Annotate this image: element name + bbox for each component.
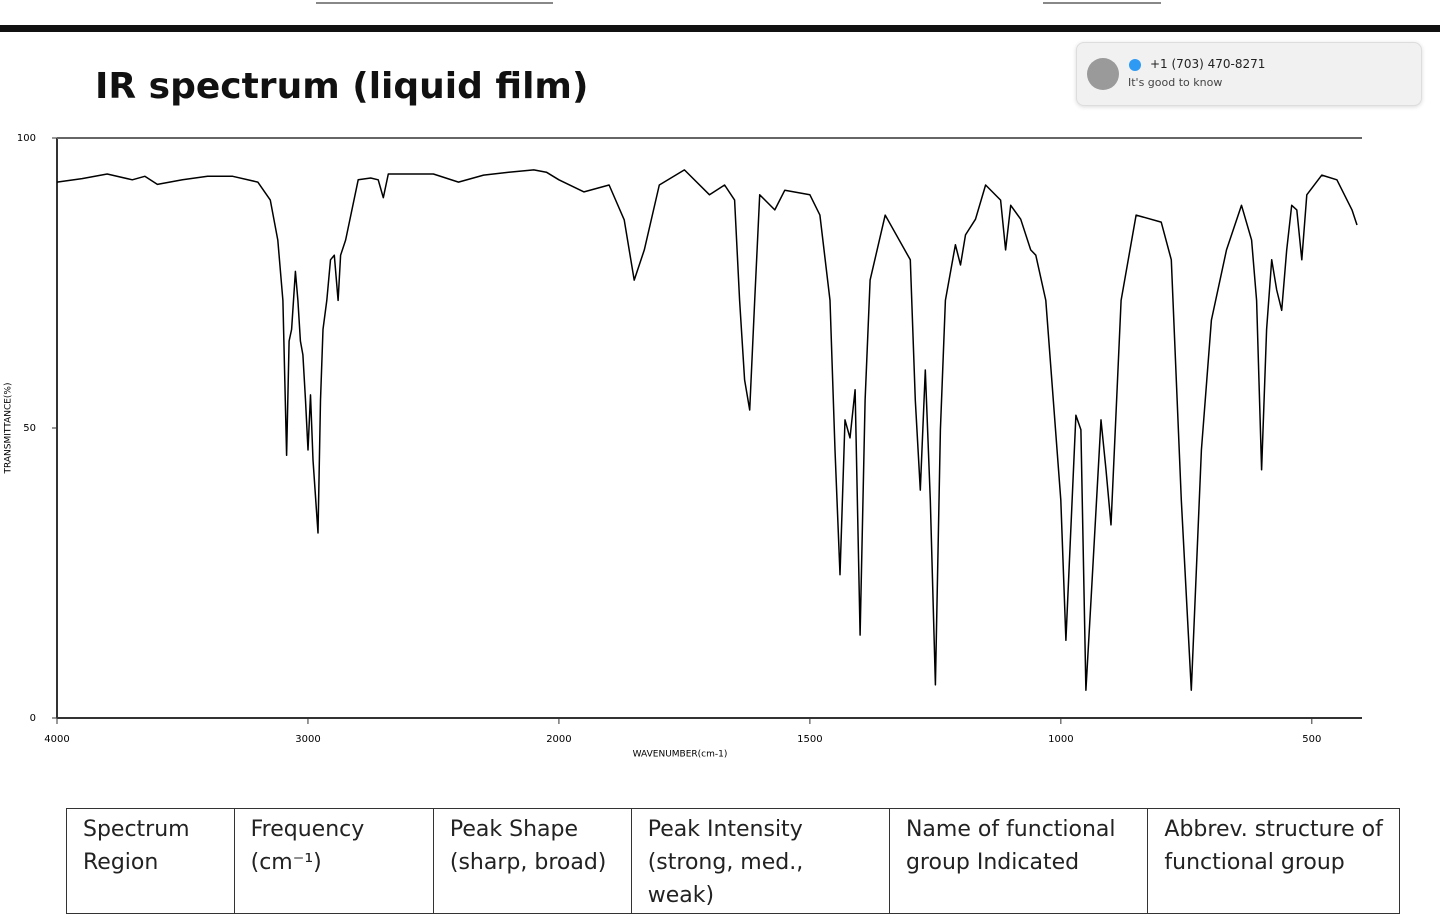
notification-sender: +1 (703) 470-8271 [1150,57,1266,71]
table-header: Frequency (cm⁻¹) [233,808,434,914]
table-header: Abbrev. structure of functional group [1147,808,1400,914]
y-tick-label: 50 [23,423,36,434]
notification[interactable]: +1 (703) 470-8271 It's good to know [1076,42,1422,106]
x-axis-label: WAVENUMBER(cm-1) [633,750,728,760]
underline [1043,2,1161,4]
notification-message: It's good to know [1128,76,1223,89]
x-tick-label: 1500 [797,734,822,745]
underline [316,2,553,4]
x-tick-label: 2000 [546,734,571,745]
x-tick-label: 1000 [1048,734,1073,745]
y-axis-label: TRANSMITTANCE(%) [4,383,14,475]
table: Spectrum Region Frequency (cm⁻¹) Peak Shap… [66,808,1400,914]
y-tick-label: 0 [30,713,36,724]
divider [0,25,1440,32]
table-header: Peak Shape (sharp, broad) [432,808,632,914]
table-header: Spectrum Region [66,808,235,914]
spectrum-line [56,169,1358,691]
table-header: Peak Intensity (strong, med., weak) [630,808,890,914]
table-header: Name of functional group Indicated [888,808,1149,914]
y-tick-label: 100 [17,133,36,144]
avatar [1087,58,1119,90]
x-tick-label: 500 [1302,734,1321,745]
x-tick-label: 4000 [44,734,69,745]
app-badge [1129,59,1141,71]
chart-title: IR spectrum (liquid film) [95,66,588,107]
chart: IR spectrum (liquid film) WAVENUMBER(cm-… [4,66,1362,760]
x-tick-label: 3000 [295,734,320,745]
